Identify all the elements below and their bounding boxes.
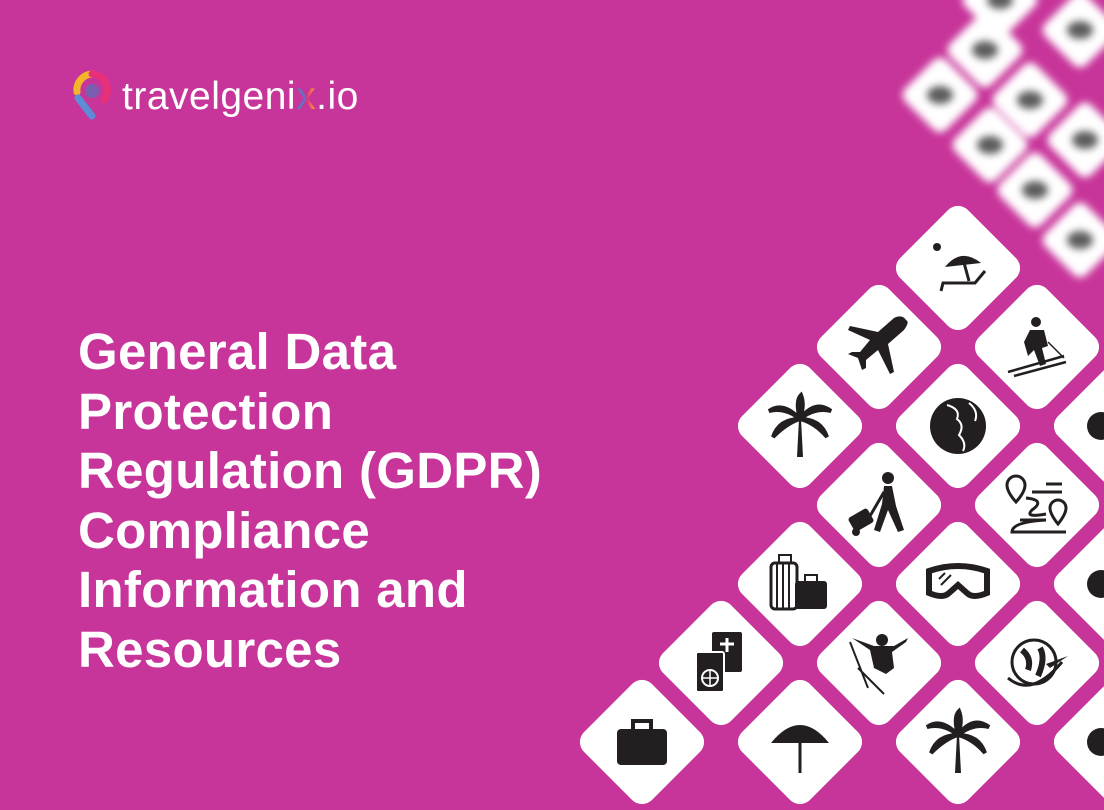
wordmark-text: travelgeni (122, 74, 297, 118)
title-line: Resources (78, 620, 342, 678)
title-line: General Data (78, 323, 397, 380)
traveler-with-luggage-icon (848, 472, 904, 536)
ski-goggles-icon (926, 563, 990, 599)
travelgenix-logo[interactable]: travelgenix.io (72, 70, 359, 122)
briefcase-icon (617, 719, 667, 765)
partial-icon (1087, 412, 1104, 440)
airplane-icon (848, 316, 908, 374)
palm-tree-icon (767, 391, 833, 457)
globe-icon (930, 398, 986, 454)
ski-jumper-icon (849, 634, 908, 695)
title-line: Information and (78, 561, 468, 618)
location-pin-logo-icon (73, 70, 111, 120)
umbrella-icon (771, 725, 829, 773)
title-line: Protection (78, 382, 334, 440)
skier-icon (1007, 317, 1067, 378)
route-map-icon (1005, 474, 1068, 534)
beach-umbrella-icon (933, 243, 987, 292)
title-line: Regulation (GDPR) (78, 442, 543, 499)
title-line: Compliance (78, 501, 371, 559)
wordmark-x: x (296, 74, 317, 118)
blurred-tile-pattern (898, 0, 1104, 282)
logo-wordmark: travelgenix.io (122, 77, 359, 116)
partial-icon (1087, 570, 1104, 598)
passport-icon (695, 632, 742, 693)
luggage-icon (769, 554, 827, 611)
globe-plane-icon (1007, 638, 1068, 687)
page-title: General Data Protection Regulation (GDPR… (78, 322, 542, 679)
palm-tree-icon (925, 707, 991, 773)
wordmark-tld: .io (316, 74, 359, 118)
partial-icon (1087, 728, 1104, 756)
